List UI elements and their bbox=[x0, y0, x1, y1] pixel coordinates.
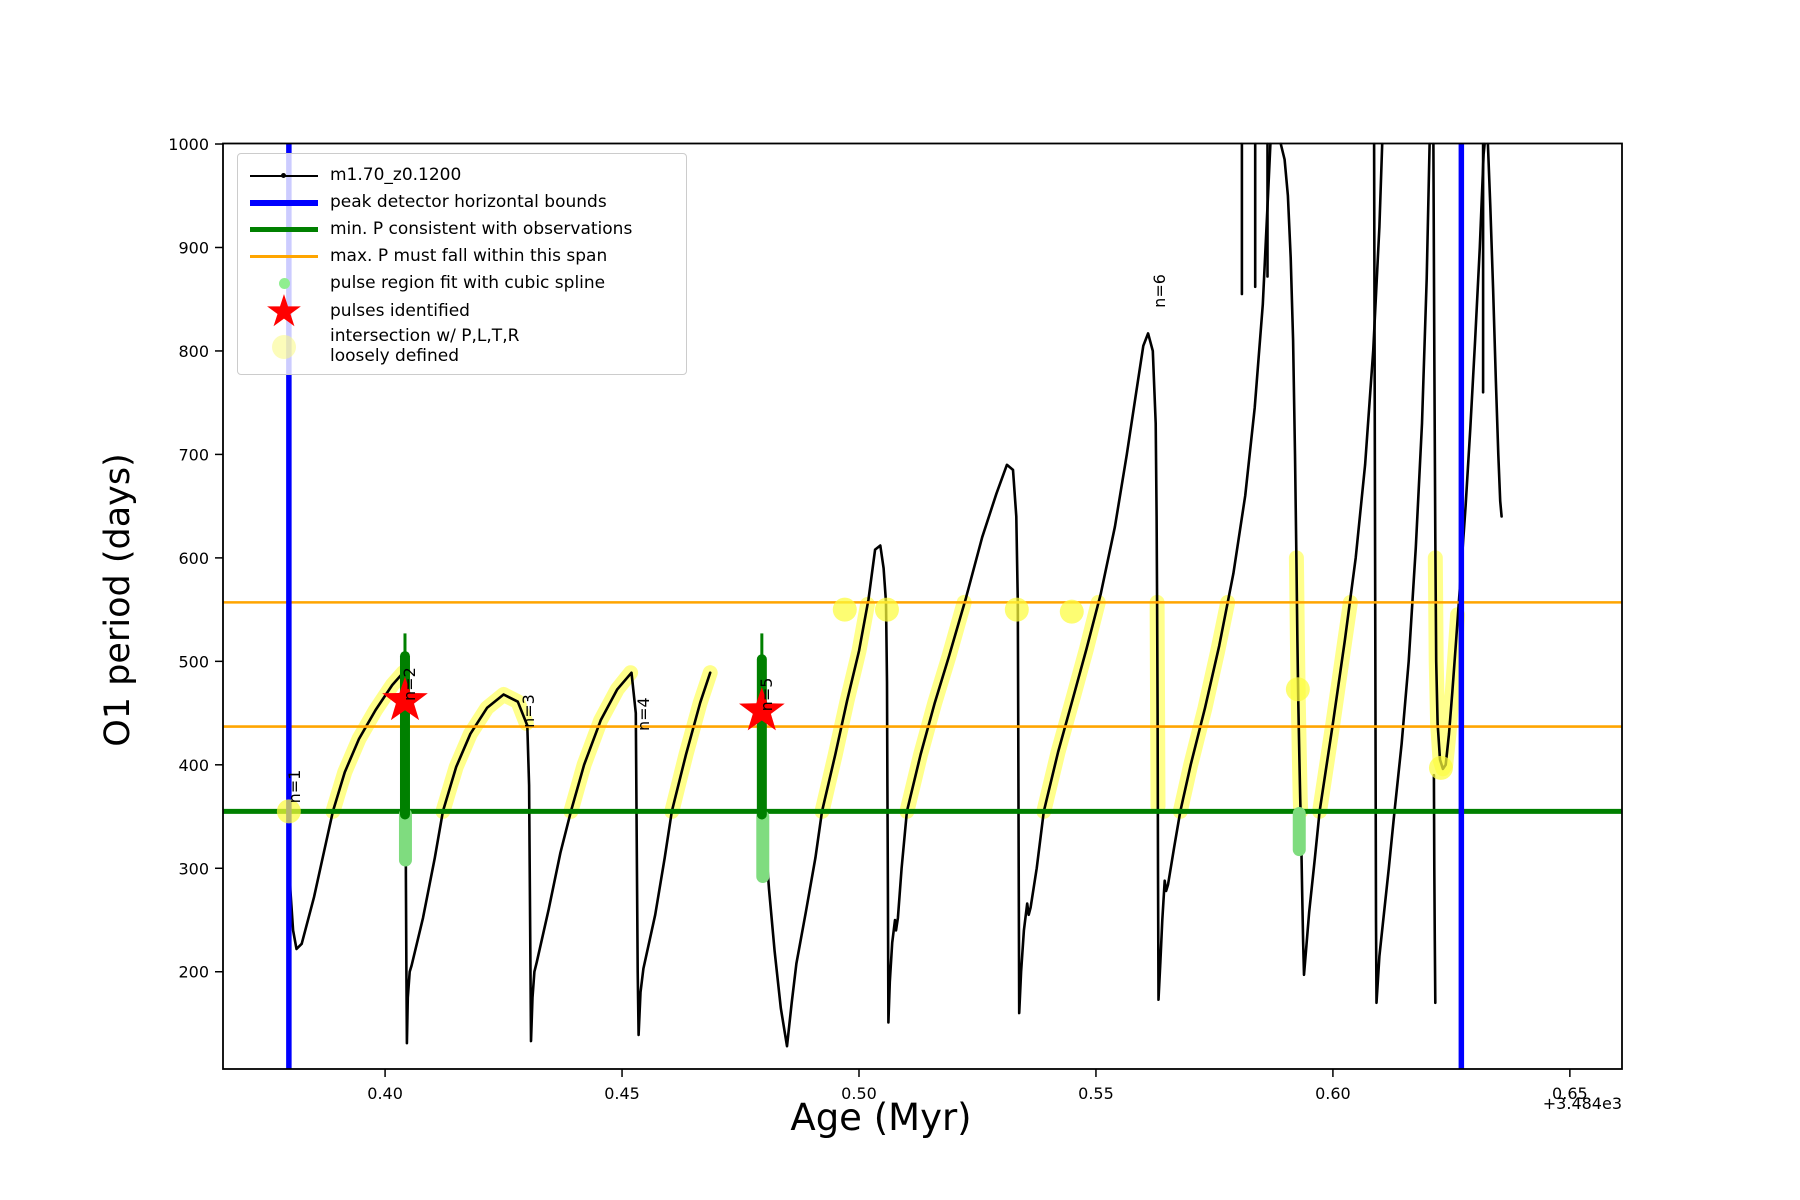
series-curve bbox=[1372, 142, 1431, 1005]
series-curve bbox=[760, 142, 1272, 1048]
legend-label: pulse region fit with cubic spline bbox=[330, 272, 606, 293]
x-tick-label: 0.40 bbox=[367, 1084, 403, 1103]
intersection-dot bbox=[276, 799, 301, 824]
y-axis-label: O1 period (days) bbox=[98, 453, 138, 747]
pulse-number-label: n=1 bbox=[285, 770, 304, 804]
y-tick-label: 700 bbox=[178, 445, 209, 464]
x-tick-label: 0.55 bbox=[1078, 1084, 1114, 1103]
x-axis-label: Age (Myr) bbox=[790, 1096, 972, 1139]
y-tick-label: 600 bbox=[178, 549, 209, 568]
y-tick-label: 400 bbox=[178, 756, 209, 775]
legend-label: peak detector horizontal bounds bbox=[330, 191, 607, 212]
x-tick-label: 0.60 bbox=[1315, 1084, 1351, 1103]
legend-label: m1.70_z0.1200 bbox=[330, 164, 462, 185]
pulse-number-label: n=2 bbox=[400, 667, 419, 701]
series-curve bbox=[1486, 142, 1503, 518]
legend-item-min-p: min. P consistent with observations bbox=[248, 216, 674, 243]
lightgreen-dot-icon bbox=[248, 278, 320, 289]
series-curve bbox=[1432, 773, 1437, 1005]
legend-label: pulses identified bbox=[330, 301, 470, 322]
legend-item-series: m1.70_z0.1200 bbox=[248, 162, 674, 189]
x-axis-offset-text: +3.484e3 bbox=[1542, 1094, 1622, 1113]
x-tick-label: 0.50 bbox=[841, 1084, 877, 1103]
intersection-dot bbox=[1428, 755, 1453, 780]
legend-item-max-p: max. P must fall within this span bbox=[248, 243, 674, 270]
green-line-icon bbox=[248, 227, 320, 232]
pulse-number-label: n=4 bbox=[634, 697, 653, 731]
intersection-dot bbox=[1059, 599, 1084, 624]
y-tick-label: 900 bbox=[178, 238, 209, 257]
legend-item-spline: pulse region fit with cubic spline bbox=[248, 270, 674, 297]
series-curve bbox=[287, 670, 712, 1045]
legend-label: max. P must fall within this span bbox=[330, 245, 608, 266]
series-curve bbox=[1432, 142, 1486, 771]
series-curve bbox=[1279, 142, 1384, 977]
legend-item-pulses: ★ pulses identified bbox=[248, 286, 674, 337]
intersection-dot bbox=[874, 597, 899, 622]
pulse-number-label: n=3 bbox=[519, 694, 538, 728]
orange-line-icon bbox=[248, 255, 320, 258]
legend: m1.70_z0.1200 peak detector horizontal b… bbox=[237, 153, 687, 376]
y-tick-label: 800 bbox=[178, 342, 209, 361]
blue-line-icon bbox=[248, 199, 320, 206]
x-tick-label: 0.45 bbox=[604, 1084, 640, 1103]
legend-item-intersection: intersection w/ P,L,T,R loosely defined bbox=[248, 326, 674, 366]
pulse-identified-star bbox=[382, 676, 428, 721]
pulse-number-label: n=6 bbox=[1150, 274, 1169, 308]
intersection-dot bbox=[832, 597, 857, 622]
legend-item-peak-bounds: peak detector horizontal bounds bbox=[248, 189, 674, 216]
y-tick-label: 200 bbox=[178, 963, 209, 982]
y-tick-label: 500 bbox=[178, 652, 209, 671]
x-tick-label: 0.65 bbox=[1552, 1084, 1588, 1103]
intersection-dot bbox=[1285, 677, 1310, 702]
pulse-number-label: n=5 bbox=[757, 678, 776, 712]
legend-label: intersection w/ P,L,T,R loosely defined bbox=[330, 326, 520, 366]
paleyellow-dot-icon bbox=[248, 334, 320, 359]
legend-label: min. P consistent with observations bbox=[330, 218, 633, 239]
intersection-band bbox=[563, 665, 639, 819]
intersection-dot bbox=[1004, 597, 1029, 622]
axes-frame bbox=[222, 142, 1623, 1070]
red-star-icon: ★ bbox=[264, 286, 304, 337]
series-line-icon bbox=[248, 172, 320, 178]
pulse-identified-star bbox=[739, 687, 785, 731]
y-tick-label: 1000 bbox=[168, 135, 209, 154]
y-tick-label: 300 bbox=[178, 859, 209, 878]
